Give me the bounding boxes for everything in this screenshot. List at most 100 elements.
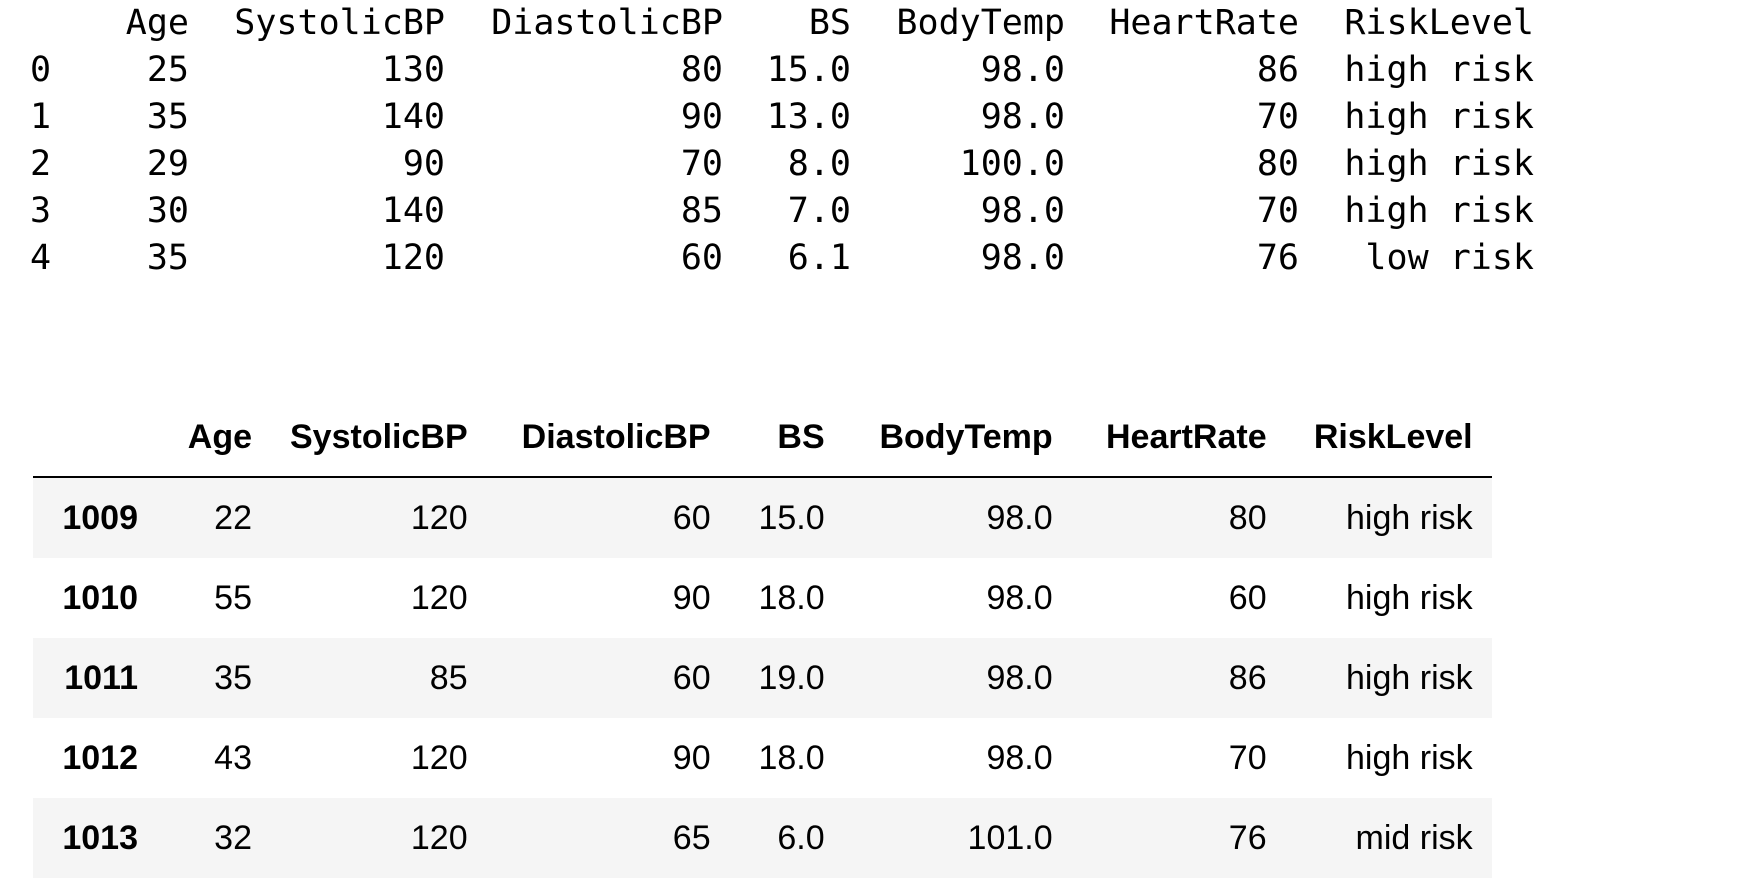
heart-rate-cell: 76	[1256, 238, 1299, 278]
systolic-bp-cell: 120	[381, 238, 445, 278]
diastolic-bp-cell: 60	[672, 658, 711, 697]
text-output-header: Age SystolicBP DiastolicBP BS BodyTemp H…	[30, 0, 1534, 47]
row-index: 2	[30, 144, 52, 184]
heart-rate-cell: 70	[1228, 738, 1267, 777]
body-temp-cell: 98.0	[980, 238, 1065, 278]
risk-level-cell: mid risk	[1355, 818, 1473, 857]
heart-rate-cell: 86	[1228, 658, 1267, 697]
text-output-column-header: SystolicBP	[234, 3, 445, 43]
risk-level-cell: high risk	[1346, 498, 1473, 537]
dataframe-column-header: SystolicBP	[271, 398, 487, 478]
bs-cell: 15.0	[758, 498, 825, 537]
bs-cell: 13.0	[766, 97, 851, 137]
text-output-column-header: HeartRate	[1109, 3, 1299, 43]
text-output-block: Age SystolicBP DiastolicBP BS BodyTemp H…	[30, 0, 1534, 282]
dataframe-column-header: DiastolicBP	[486, 398, 730, 478]
dataframe-column-header: Age	[157, 398, 271, 478]
systolic-bp-cell: 140	[381, 191, 445, 231]
body-temp-cell: 98.0	[986, 738, 1053, 777]
systolic-bp-cell: 140	[381, 97, 445, 137]
risk-level-cell: high risk	[1346, 578, 1473, 617]
bs-cell: 15.0	[766, 50, 851, 90]
bs-cell: 7.0	[787, 191, 851, 231]
text-output-row: 1 35 140 90 13.0 98.0 70 high risk	[30, 94, 1534, 141]
body-temp-cell: 100.0	[959, 144, 1065, 184]
body-temp-cell: 98.0	[980, 191, 1065, 231]
text-output-table: Age SystolicBP DiastolicBP BS BodyTemp H…	[30, 0, 1534, 282]
diastolic-bp-cell: 60	[672, 498, 711, 537]
systolic-bp-cell: 130	[381, 50, 445, 90]
diastolic-bp-cell: 90	[680, 97, 723, 137]
heart-rate-cell: 86	[1256, 50, 1299, 90]
systolic-bp-cell: 90	[402, 144, 445, 184]
systolic-bp-cell: 85	[429, 658, 468, 697]
dataframe-table: Age SystolicBP DiastolicBP BS BodyTemp H…	[33, 398, 1492, 878]
text-output-row: 2 29 90 70 8.0 100.0 80 high risk	[30, 141, 1534, 188]
risk-level-cell: low risk	[1365, 238, 1534, 278]
bs-cell: 18.0	[758, 738, 825, 777]
heart-rate-cell: 70	[1256, 97, 1299, 137]
row-index: 0	[30, 50, 52, 90]
body-temp-cell: 98.0	[986, 498, 1053, 537]
text-output-row: 4 35 120 60 6.1 98.0 76 low risk	[30, 235, 1534, 282]
diastolic-bp-cell: 65	[672, 818, 711, 857]
age-cell: 35	[146, 238, 189, 278]
risk-level-cell: high risk	[1344, 144, 1534, 184]
row-index: 1	[30, 97, 52, 137]
risk-level-cell: high risk	[1344, 191, 1534, 231]
risk-level-cell: high risk	[1346, 658, 1473, 697]
age-cell: 25	[146, 50, 189, 90]
risk-level-cell: high risk	[1346, 738, 1473, 777]
dataframe-index-header	[33, 398, 157, 478]
systolic-bp-cell: 120	[410, 818, 468, 857]
text-output-column-header: BodyTemp	[896, 3, 1065, 43]
bs-cell: 18.0	[758, 578, 825, 617]
age-cell: 35	[146, 97, 189, 137]
heart-rate-cell: 70	[1256, 191, 1299, 231]
systolic-bp-cell: 120	[410, 738, 468, 777]
age-cell: 32	[214, 818, 252, 857]
heart-rate-cell: 76	[1228, 818, 1267, 857]
row-index: 1010	[62, 578, 138, 617]
dataframe-block: Age SystolicBP DiastolicBP BS BodyTemp H…	[33, 398, 1492, 878]
dataframe-column-header: BS	[729, 398, 844, 478]
row-index: 3	[30, 191, 52, 231]
heart-rate-cell: 80	[1228, 498, 1267, 537]
table-row: 1010 55 120 90 18.0 98.0 60 high risk	[33, 558, 1492, 638]
age-cell: 35	[214, 658, 252, 697]
body-temp-cell: 98.0	[986, 658, 1053, 697]
age-cell: 22	[214, 498, 252, 537]
row-index: 1009	[62, 498, 138, 537]
systolic-bp-cell: 120	[410, 578, 468, 617]
age-cell: 29	[146, 144, 189, 184]
row-index: 4	[30, 238, 52, 278]
body-temp-cell: 101.0	[967, 818, 1053, 857]
table-row: 1012 43 120 90 18.0 98.0 70 high risk	[33, 718, 1492, 798]
age-cell: 43	[214, 738, 252, 777]
text-output-column-header: Age	[125, 3, 189, 43]
bs-cell: 19.0	[758, 658, 825, 697]
table-row: 1009 22 120 60 15.0 98.0 80 high risk	[33, 477, 1492, 558]
text-output-column-header: BS	[808, 3, 851, 43]
body-temp-cell: 98.0	[986, 578, 1053, 617]
age-cell: 55	[214, 578, 252, 617]
dataframe-column-header: BodyTemp	[843, 398, 1072, 478]
risk-level-cell: high risk	[1344, 97, 1534, 137]
text-output-row: 0 25 130 80 15.0 98.0 86 high risk	[30, 47, 1534, 94]
risk-level-cell: high risk	[1344, 50, 1534, 90]
table-row: 1013 32 120 65 6.0 101.0 76 mid risk	[33, 798, 1492, 878]
text-output-row: 3 30 140 85 7.0 98.0 70 high risk	[30, 188, 1534, 235]
diastolic-bp-cell: 70	[680, 144, 723, 184]
row-index: 1013	[62, 818, 138, 857]
diastolic-bp-cell: 85	[680, 191, 723, 231]
text-output-column-header: RiskLevel	[1344, 3, 1534, 43]
dataframe-column-header: HeartRate	[1071, 398, 1286, 478]
body-temp-cell: 98.0	[980, 50, 1065, 90]
text-output-column-header: DiastolicBP	[491, 3, 723, 43]
text-output-index-header	[30, 0, 94, 47]
diastolic-bp-cell: 90	[672, 738, 711, 777]
dataframe-column-header: RiskLevel	[1285, 398, 1492, 478]
heart-rate-cell: 80	[1256, 144, 1299, 184]
diastolic-bp-cell: 80	[680, 50, 723, 90]
systolic-bp-cell: 120	[410, 498, 468, 537]
